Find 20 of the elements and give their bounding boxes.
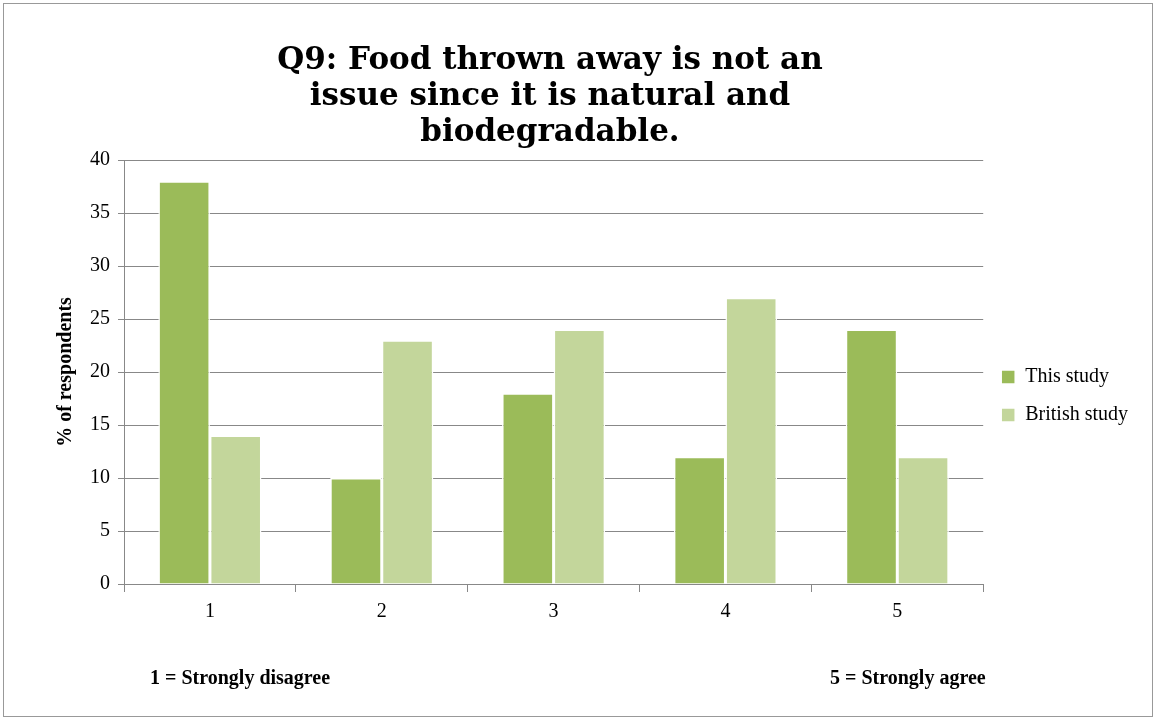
y-tick-label: 40	[90, 147, 110, 170]
y-tick-label: 35	[90, 200, 110, 223]
legend-label: British study	[1025, 402, 1128, 426]
x-tick-label: 3	[548, 599, 559, 622]
x-tick-label: 4	[720, 599, 731, 622]
y-tick-label: 20	[90, 359, 110, 382]
y-tick-label: 5	[100, 518, 110, 541]
chart-title: Q9: Food thrown away is not an issue since it is natural and biodegradable.	[276, 40, 824, 148]
text: 1 = Strongly disagree	[150, 666, 331, 689]
y-tick-label: 10	[90, 465, 110, 488]
y-tick-label: 25	[90, 306, 110, 329]
text: 5 = Strongly agree	[830, 666, 986, 689]
legend-label: This study	[1025, 364, 1110, 388]
y-tick-label: 0	[100, 571, 110, 594]
x-tick-label: 1	[204, 599, 215, 622]
y-tick-label: 15	[90, 412, 110, 435]
x-tick-label: 2	[376, 599, 387, 622]
x-tick-label: 5	[892, 599, 903, 622]
y-tick-label: 30	[90, 253, 110, 276]
y-axis-title: % of respondents	[53, 296, 77, 447]
